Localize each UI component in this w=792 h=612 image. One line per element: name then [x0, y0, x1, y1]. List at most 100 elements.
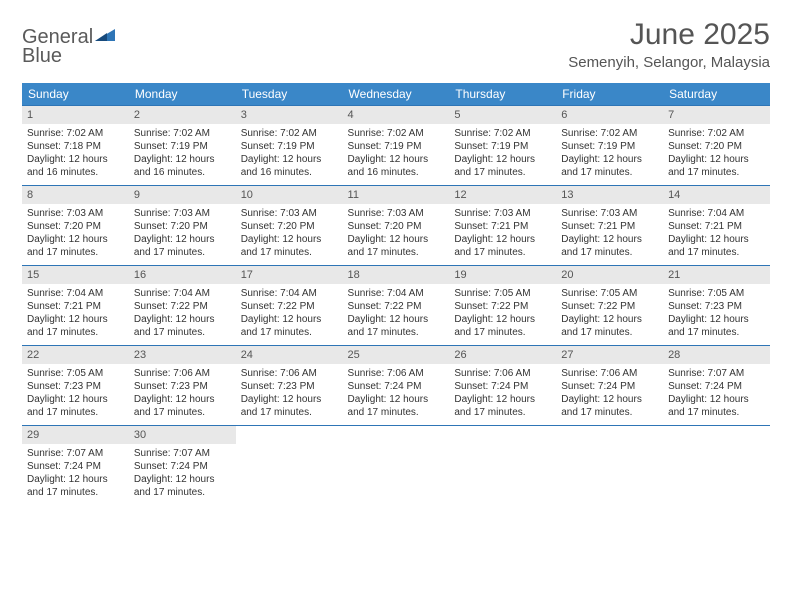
sunrise-line: Sunrise: 7:02 AM: [348, 127, 445, 140]
sunrise-line: Sunrise: 7:06 AM: [134, 367, 231, 380]
daylight-line-2: and 16 minutes.: [134, 166, 231, 179]
sunset-line: Sunset: 7:20 PM: [348, 220, 445, 233]
calendar-cell: 13Sunrise: 7:03 AMSunset: 7:21 PMDayligh…: [556, 186, 663, 266]
calendar-cell: 19Sunrise: 7:05 AMSunset: 7:22 PMDayligh…: [449, 266, 556, 346]
daylight-line-2: and 17 minutes.: [134, 406, 231, 419]
calendar-cell: 20Sunrise: 7:05 AMSunset: 7:22 PMDayligh…: [556, 266, 663, 346]
day-details: Sunrise: 7:02 AMSunset: 7:19 PMDaylight:…: [449, 124, 556, 183]
day-number: 12: [449, 186, 556, 204]
daylight-line-1: Daylight: 12 hours: [668, 233, 765, 246]
day-details: Sunrise: 7:07 AMSunset: 7:24 PMDaylight:…: [663, 364, 770, 423]
day-number: 15: [22, 266, 129, 284]
calendar-cell: [556, 426, 663, 506]
day-number: 20: [556, 266, 663, 284]
day-details: Sunrise: 7:02 AMSunset: 7:19 PMDaylight:…: [236, 124, 343, 183]
sunrise-line: Sunrise: 7:02 AM: [241, 127, 338, 140]
day-details: Sunrise: 7:04 AMSunset: 7:22 PMDaylight:…: [343, 284, 450, 343]
weekday-mon: Monday: [129, 83, 236, 106]
sunset-line: Sunset: 7:24 PM: [134, 460, 231, 473]
calendar-cell: [236, 426, 343, 506]
calendar-cell: 11Sunrise: 7:03 AMSunset: 7:20 PMDayligh…: [343, 186, 450, 266]
daylight-line-1: Daylight: 12 hours: [454, 233, 551, 246]
calendar-cell: 5Sunrise: 7:02 AMSunset: 7:19 PMDaylight…: [449, 106, 556, 186]
daylight-line-1: Daylight: 12 hours: [134, 473, 231, 486]
weekday-sun: Sunday: [22, 83, 129, 106]
day-number: 14: [663, 186, 770, 204]
sunset-line: Sunset: 7:21 PM: [668, 220, 765, 233]
calendar-cell: 24Sunrise: 7:06 AMSunset: 7:23 PMDayligh…: [236, 346, 343, 426]
sunrise-line: Sunrise: 7:02 AM: [668, 127, 765, 140]
day-details: Sunrise: 7:04 AMSunset: 7:21 PMDaylight:…: [663, 204, 770, 263]
day-details: Sunrise: 7:04 AMSunset: 7:22 PMDaylight:…: [236, 284, 343, 343]
daylight-line-1: Daylight: 12 hours: [561, 233, 658, 246]
month-title: June 2025: [568, 18, 770, 52]
daylight-line-1: Daylight: 12 hours: [27, 313, 124, 326]
calendar-row: 29Sunrise: 7:07 AMSunset: 7:24 PMDayligh…: [22, 426, 770, 506]
daylight-line-1: Daylight: 12 hours: [27, 153, 124, 166]
sunrise-line: Sunrise: 7:05 AM: [454, 287, 551, 300]
daylight-line-1: Daylight: 12 hours: [241, 313, 338, 326]
daylight-line-2: and 17 minutes.: [454, 326, 551, 339]
sunset-line: Sunset: 7:23 PM: [241, 380, 338, 393]
sunrise-line: Sunrise: 7:04 AM: [348, 287, 445, 300]
day-number: 11: [343, 186, 450, 204]
sunrise-line: Sunrise: 7:03 AM: [134, 207, 231, 220]
daylight-line-1: Daylight: 12 hours: [348, 233, 445, 246]
daylight-line-1: Daylight: 12 hours: [241, 233, 338, 246]
day-number: 10: [236, 186, 343, 204]
sunset-line: Sunset: 7:19 PM: [561, 140, 658, 153]
sunrise-line: Sunrise: 7:07 AM: [668, 367, 765, 380]
calendar-cell: 9Sunrise: 7:03 AMSunset: 7:20 PMDaylight…: [129, 186, 236, 266]
day-number: 23: [129, 346, 236, 364]
sunset-line: Sunset: 7:18 PM: [27, 140, 124, 153]
daylight-line-2: and 17 minutes.: [241, 326, 338, 339]
day-details: Sunrise: 7:05 AMSunset: 7:22 PMDaylight:…: [556, 284, 663, 343]
sunrise-line: Sunrise: 7:06 AM: [348, 367, 445, 380]
day-details: Sunrise: 7:06 AMSunset: 7:24 PMDaylight:…: [343, 364, 450, 423]
sunset-line: Sunset: 7:19 PM: [454, 140, 551, 153]
day-details: Sunrise: 7:07 AMSunset: 7:24 PMDaylight:…: [22, 444, 129, 503]
daylight-line-2: and 17 minutes.: [454, 166, 551, 179]
sunrise-line: Sunrise: 7:06 AM: [241, 367, 338, 380]
calendar-cell: 27Sunrise: 7:06 AMSunset: 7:24 PMDayligh…: [556, 346, 663, 426]
daylight-line-2: and 17 minutes.: [134, 326, 231, 339]
day-number: 22: [22, 346, 129, 364]
daylight-line-2: and 16 minutes.: [241, 166, 338, 179]
day-details: Sunrise: 7:05 AMSunset: 7:23 PMDaylight:…: [663, 284, 770, 343]
daylight-line-2: and 17 minutes.: [561, 246, 658, 259]
daylight-line-1: Daylight: 12 hours: [348, 153, 445, 166]
day-number: 18: [343, 266, 450, 284]
day-details: Sunrise: 7:03 AMSunset: 7:21 PMDaylight:…: [556, 204, 663, 263]
daylight-line-1: Daylight: 12 hours: [454, 393, 551, 406]
sunset-line: Sunset: 7:23 PM: [668, 300, 765, 313]
calendar-cell: 18Sunrise: 7:04 AMSunset: 7:22 PMDayligh…: [343, 266, 450, 346]
calendar-cell: 8Sunrise: 7:03 AMSunset: 7:20 PMDaylight…: [22, 186, 129, 266]
sunrise-line: Sunrise: 7:07 AM: [134, 447, 231, 460]
day-details: Sunrise: 7:06 AMSunset: 7:23 PMDaylight:…: [236, 364, 343, 423]
calendar-cell: [663, 426, 770, 506]
calendar-cell: 26Sunrise: 7:06 AMSunset: 7:24 PMDayligh…: [449, 346, 556, 426]
sunset-line: Sunset: 7:24 PM: [561, 380, 658, 393]
day-number: 17: [236, 266, 343, 284]
location-line: Semenyih, Selangor, Malaysia: [568, 54, 770, 71]
daylight-line-1: Daylight: 12 hours: [668, 393, 765, 406]
daylight-line-1: Daylight: 12 hours: [348, 393, 445, 406]
calendar-table: Sunday Monday Tuesday Wednesday Thursday…: [22, 83, 770, 506]
sunrise-line: Sunrise: 7:06 AM: [454, 367, 551, 380]
sunrise-line: Sunrise: 7:05 AM: [668, 287, 765, 300]
sunset-line: Sunset: 7:20 PM: [134, 220, 231, 233]
day-details: Sunrise: 7:02 AMSunset: 7:20 PMDaylight:…: [663, 124, 770, 183]
sunrise-line: Sunrise: 7:05 AM: [561, 287, 658, 300]
page-header: General June 2025 Semenyih, Selangor, Ma…: [22, 18, 770, 71]
daylight-line-1: Daylight: 12 hours: [561, 153, 658, 166]
sunset-line: Sunset: 7:22 PM: [134, 300, 231, 313]
daylight-line-1: Daylight: 12 hours: [454, 153, 551, 166]
sunrise-line: Sunrise: 7:02 AM: [454, 127, 551, 140]
day-details: Sunrise: 7:04 AMSunset: 7:22 PMDaylight:…: [129, 284, 236, 343]
daylight-line-2: and 17 minutes.: [561, 166, 658, 179]
day-number: 26: [449, 346, 556, 364]
day-number: 8: [22, 186, 129, 204]
day-number: 3: [236, 106, 343, 124]
weekday-sat: Saturday: [663, 83, 770, 106]
sunrise-line: Sunrise: 7:02 AM: [27, 127, 124, 140]
